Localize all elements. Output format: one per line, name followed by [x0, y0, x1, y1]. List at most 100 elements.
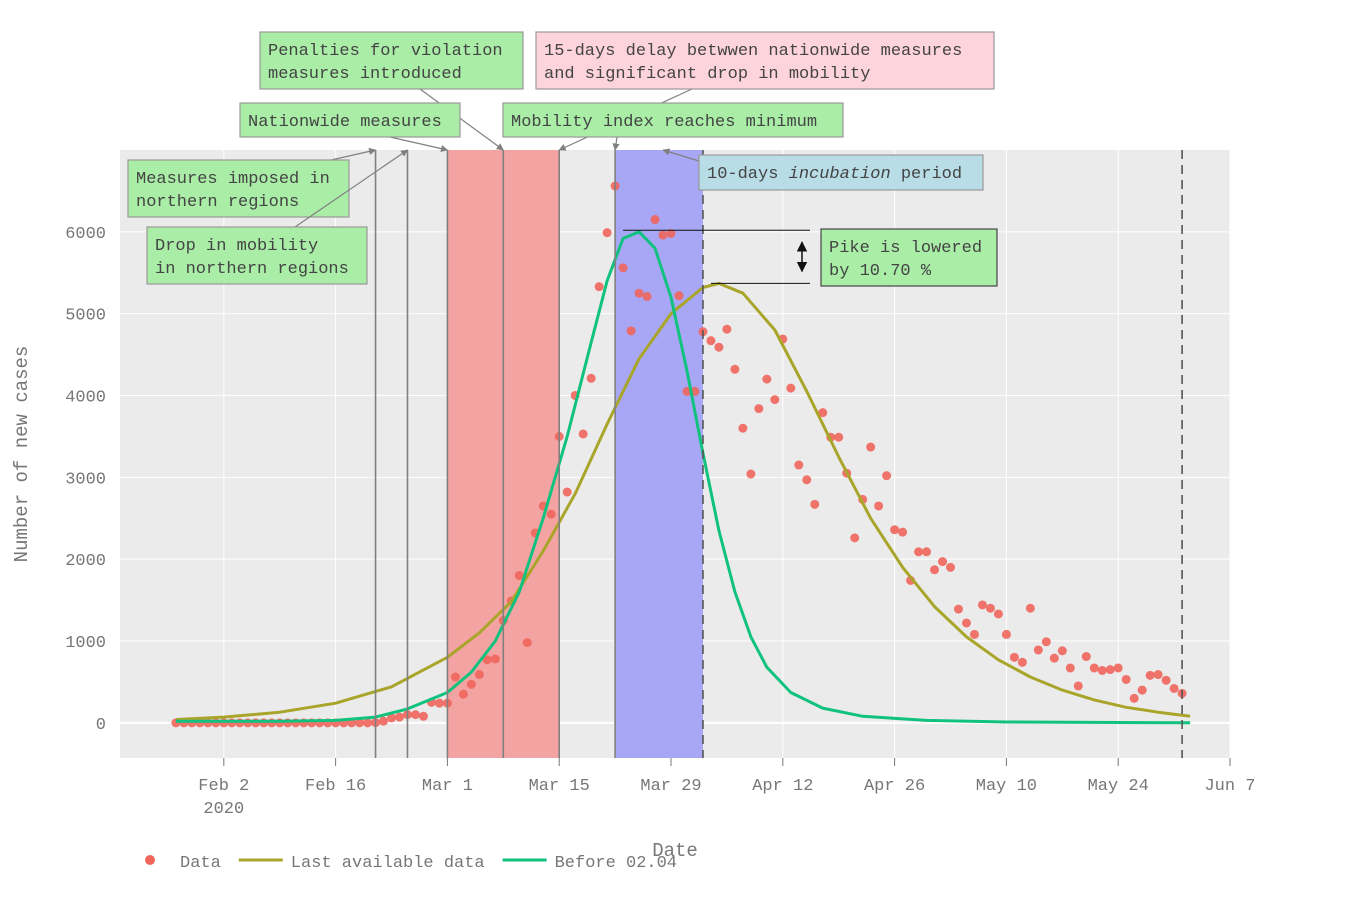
data-point [466, 679, 476, 689]
data-point [802, 475, 812, 485]
annotation-arrow [662, 148, 700, 162]
x-axis-title: Date [652, 840, 698, 862]
annotation-text-span: 10-days [707, 165, 789, 184]
data-point [890, 525, 900, 535]
data-point [666, 228, 676, 238]
y-tick-label: 2000 [65, 552, 106, 571]
data-point [930, 565, 940, 575]
annotation-box [146, 226, 368, 285]
data-point [993, 609, 1003, 619]
data-point [363, 718, 373, 728]
data-point [387, 713, 397, 723]
data-point [1137, 685, 1147, 695]
annotation-text: 15-days delay betwwen nationwide measure… [544, 42, 962, 61]
data-point [834, 432, 844, 442]
data-point [251, 718, 261, 728]
annotation-text: 10-days incubation period [707, 165, 962, 184]
annotation-text: in northern regions [155, 260, 349, 279]
data-point [490, 654, 500, 664]
x-tick-label: Feb 2 [198, 777, 249, 796]
data-point [267, 718, 277, 728]
y-tick-label: 5000 [65, 307, 106, 326]
data-point [953, 604, 963, 614]
annotation-arrow [419, 88, 504, 151]
data-point [458, 689, 468, 699]
data-point [1129, 693, 1139, 703]
data-point [1065, 663, 1075, 673]
x-tick-label: Jun 7 [1204, 777, 1255, 796]
data-point [211, 718, 221, 728]
annotations: Penalties for violation measures introduc… [127, 31, 998, 287]
data-point [522, 638, 532, 648]
data-point [546, 509, 556, 519]
y-tick-label: 3000 [65, 470, 106, 489]
x-tick-sublabel: 2020 [203, 800, 244, 819]
data-point [450, 672, 460, 682]
data-point [379, 716, 389, 726]
vertical-lines [374, 150, 1183, 758]
data-point [674, 291, 684, 301]
data-point [1025, 603, 1035, 613]
series-line-1 [175, 281, 1191, 721]
annotation-text: Penalties for violation [268, 42, 503, 61]
annotation-text: Drop in mobility [155, 237, 318, 256]
data-point [618, 263, 628, 273]
data-point [418, 711, 428, 721]
data-point [586, 373, 596, 383]
annotation-box [535, 31, 995, 90]
data-point [227, 718, 237, 728]
legend: Data Last available data Before 02.04 [145, 854, 677, 873]
data-point [594, 282, 604, 292]
data-point [1121, 674, 1131, 684]
data-point [626, 326, 636, 336]
data-point [259, 718, 269, 728]
annotation-text-span: Penalties for violation [268, 42, 503, 61]
data-point [1073, 681, 1083, 691]
annotation-text: by 10.70 % [829, 262, 932, 281]
data-point [1057, 646, 1067, 656]
data-point [1081, 652, 1091, 662]
x-tick-label: May 10 [976, 777, 1037, 796]
data-point [355, 718, 365, 728]
y-tick-label: 4000 [65, 388, 106, 407]
data-point [1105, 665, 1115, 675]
annotation-text-span: period [891, 165, 962, 184]
annotation-text-span: Pike is lowered [829, 239, 982, 258]
data-point [434, 698, 444, 708]
data-point [786, 383, 796, 393]
data-point [1161, 675, 1171, 685]
data-point [985, 603, 995, 613]
x-axis: Feb 2 2020 Feb 16 Mar 1 Mar 15 Mar 29 Apr 12 Ap… [198, 758, 1256, 819]
data-point [1169, 683, 1179, 693]
annotation-text-span: northern regions [136, 193, 299, 212]
data-point [794, 460, 804, 470]
data-point [969, 629, 979, 639]
data-point [1113, 663, 1123, 673]
annotation-text-span: Mobility index reaches minimum [511, 113, 817, 132]
y-axis: 0 1000 2000 3000 4000 5000 6000 [65, 225, 106, 735]
y-axis-title: Number of new cases [11, 346, 33, 563]
data-point [946, 562, 956, 572]
y-tick-label: 6000 [65, 225, 106, 244]
data-point [562, 487, 572, 497]
annotation-box [820, 228, 998, 287]
data-point [1009, 652, 1019, 662]
data-point [634, 288, 644, 298]
annotation-text-span: in northern regions [155, 260, 349, 279]
data-point [810, 499, 820, 509]
data-point [1033, 645, 1043, 655]
legend-label: Before 02.04 [555, 854, 677, 873]
data-point [658, 230, 668, 240]
data-point [738, 423, 748, 433]
annotation-arrow [330, 147, 377, 161]
data-point [938, 557, 948, 567]
data-point [882, 471, 892, 481]
data-point [898, 527, 908, 537]
data-point [914, 547, 924, 557]
legend-label: Data [180, 854, 221, 873]
annotation-text-span: and significant drop in mobility [544, 65, 870, 84]
data-point [1097, 665, 1107, 675]
x-tick-label: Feb 16 [305, 777, 366, 796]
annotation-text-span: measures introduced [268, 65, 462, 84]
